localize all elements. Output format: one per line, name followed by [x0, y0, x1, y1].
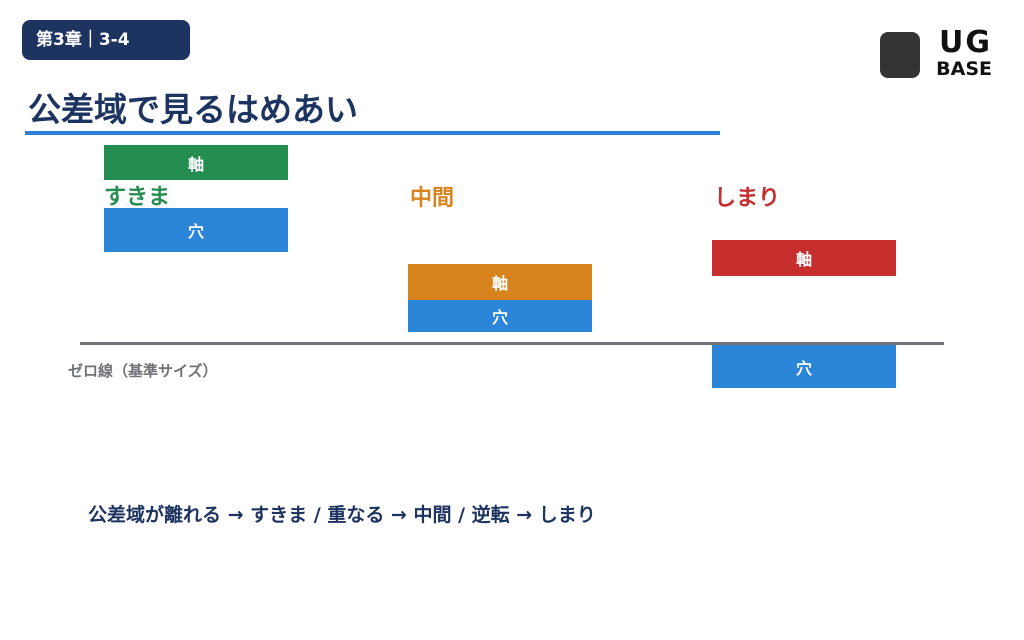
shaft-box: 軸	[104, 145, 288, 180]
group-label: 中間	[410, 186, 455, 211]
logo-engine	[880, 32, 920, 78]
hole-box: 穴	[104, 208, 288, 252]
hole-box: 穴	[712, 345, 896, 388]
logo-top: UG	[939, 25, 992, 60]
slide-title: 公差域で見るはめあい	[28, 90, 358, 129]
shaft-box: 軸	[712, 240, 896, 276]
chapter-badge: 第3章｜3-4	[22, 20, 190, 60]
summary: 公差域が離れる → すきま / 重なる → 中間 / 逆転 → しまり	[88, 504, 596, 526]
group-label: すきま	[104, 185, 171, 210]
shaft-box: 軸	[408, 264, 592, 300]
title-underline	[25, 131, 720, 135]
hole-box: 穴	[408, 300, 592, 332]
zero-line-label: ゼロ線（基準サイズ）	[68, 362, 218, 380]
group-label: しまり	[714, 186, 781, 211]
logo-bottom: BASE	[936, 58, 992, 80]
zero-line	[80, 342, 944, 345]
logo: UG BASE	[880, 28, 992, 84]
